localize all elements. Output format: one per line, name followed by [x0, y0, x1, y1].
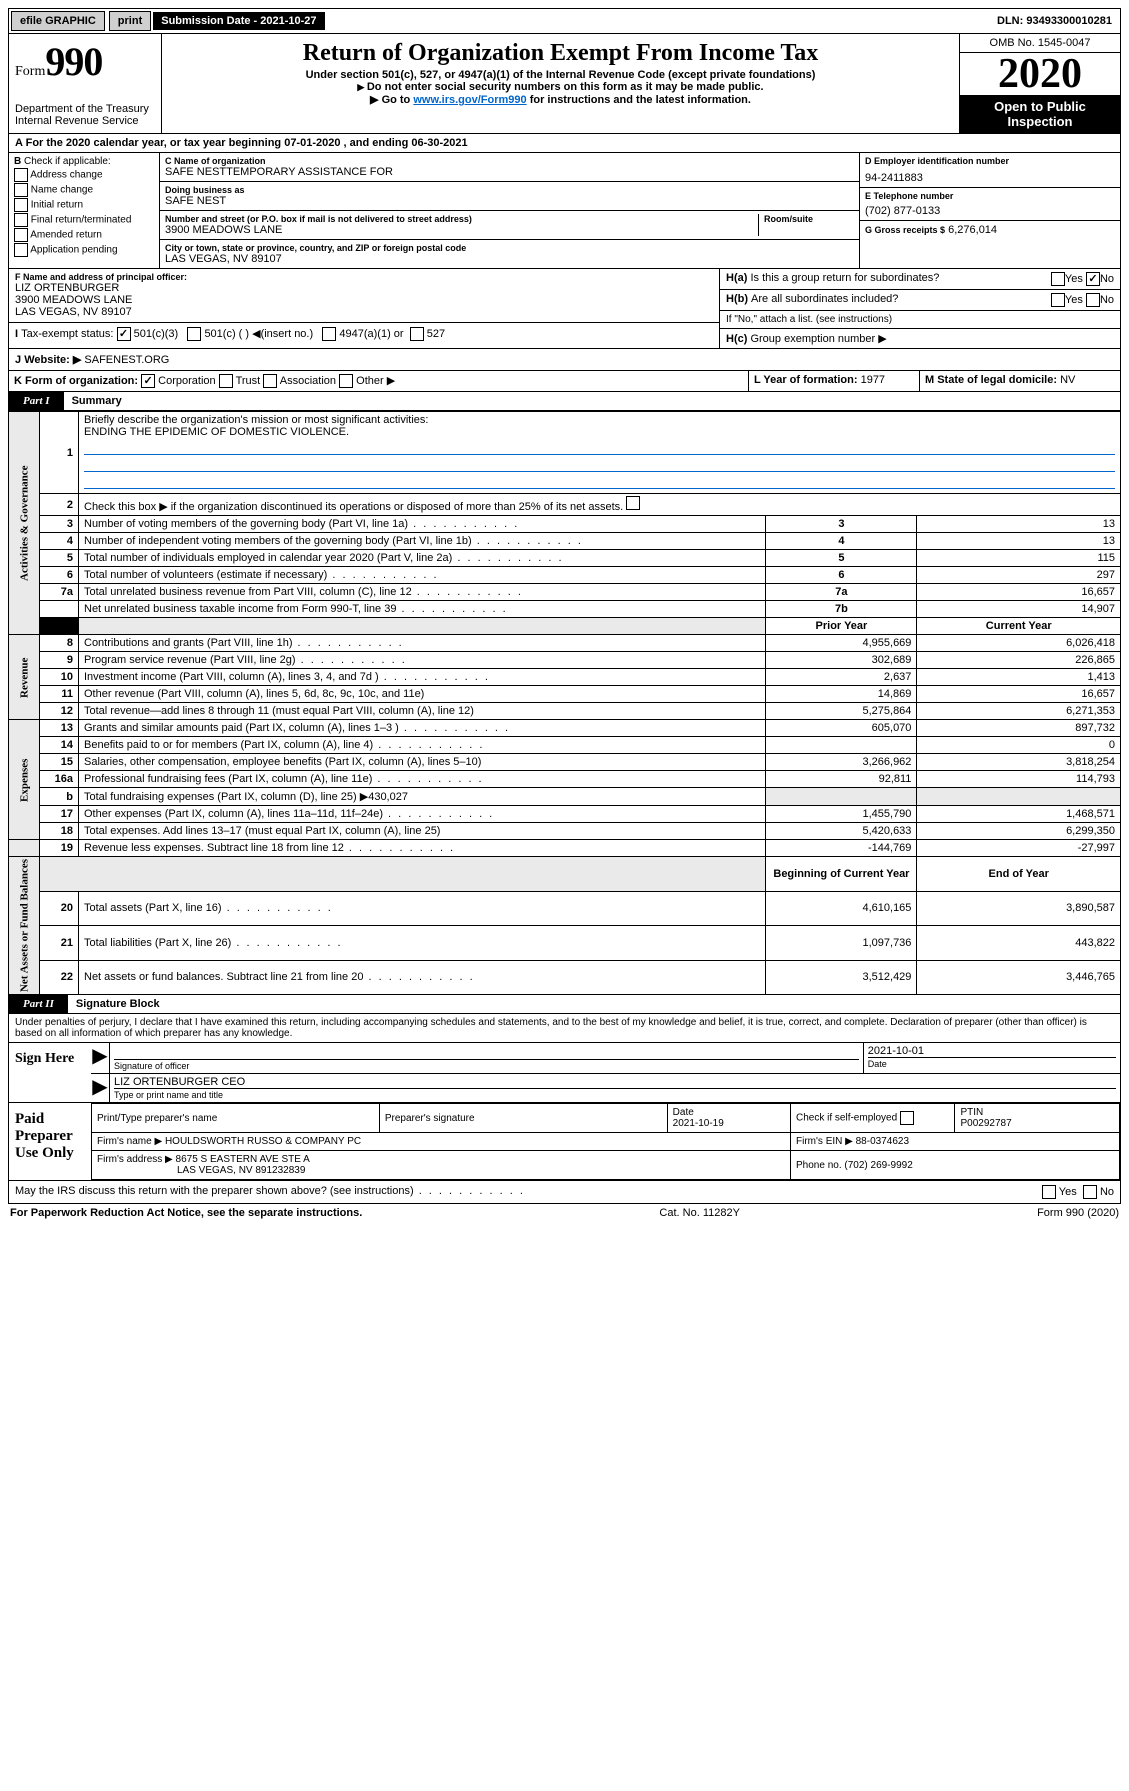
chk-final-return[interactable]	[14, 213, 28, 227]
arrow-icon: ▶	[91, 1043, 109, 1073]
prep-date: 2021-10-19	[673, 1118, 724, 1129]
sig-date: 2021-10-01	[868, 1045, 1116, 1057]
form-title: Return of Organization Exempt From Incom…	[168, 40, 953, 67]
chk-501c-other[interactable]	[187, 327, 201, 341]
mission-text: ENDING THE EPIDEMIC OF DOMESTIC VIOLENCE…	[84, 426, 349, 438]
chk-assoc[interactable]	[263, 374, 277, 388]
irs-link[interactable]: www.irs.gov/Form990	[413, 94, 526, 106]
part2-header: Part II Signature Block	[8, 995, 1121, 1014]
officer-print-name: LIZ ORTENBURGER CEO	[114, 1076, 1116, 1088]
chk-initial-return[interactable]	[14, 198, 28, 212]
firm-name: HOULDSWORTH RUSSO & COMPANY PC	[165, 1136, 361, 1147]
org-name: SAFE NESTTEMPORARY ASSISTANCE FOR	[165, 166, 854, 178]
part1-header: Part I Summary	[8, 392, 1121, 411]
chk-corp[interactable]	[141, 374, 155, 388]
website-value: SAFENEST.ORG	[84, 354, 169, 366]
city-state-zip: LAS VEGAS, NV 89107	[165, 253, 854, 265]
phone-label: E Telephone number	[865, 191, 1115, 201]
year-formation: 1977	[861, 374, 885, 386]
fh-block: F Name and address of principal officer:…	[8, 269, 1121, 349]
chk-hb-no[interactable]	[1086, 293, 1100, 307]
firm-ein: 88-0374623	[856, 1136, 909, 1147]
website-row: J Website: ▶ SAFENEST.ORG	[8, 349, 1121, 371]
signature-block: Under penalties of perjury, I declare th…	[8, 1014, 1121, 1204]
val-5: 115	[917, 550, 1121, 567]
officer-name: LIZ ORTENBURGER	[15, 282, 713, 294]
print-button[interactable]: print	[109, 11, 151, 31]
header-sub1: Under section 501(c), 527, or 4947(a)(1)…	[168, 69, 953, 81]
gross-receipts: 6,276,014	[948, 224, 997, 236]
chk-other[interactable]	[339, 374, 353, 388]
section-net: Net Assets or Fund Balances	[9, 857, 40, 995]
form-number: Form990	[15, 38, 155, 85]
p8: 4,955,669	[766, 635, 917, 652]
firm-addr1: 8675 S EASTERN AVE STE A	[176, 1154, 310, 1165]
ein-value: 94-2411883	[865, 172, 1115, 184]
efile-button[interactable]: efile GRAPHIC	[11, 11, 105, 31]
paid-preparer-label: Paid Preparer Use Only	[9, 1103, 91, 1180]
header-sub2: Do not enter social security numbers on …	[168, 81, 953, 93]
box-de: D Employer identification number 94-2411…	[860, 153, 1120, 268]
phone-value: (702) 877-0133	[865, 205, 1115, 217]
chk-amended[interactable]	[14, 228, 28, 242]
firm-addr2: LAS VEGAS, NV 891232839	[177, 1165, 305, 1176]
val-6: 297	[917, 567, 1121, 584]
officer-addr2: LAS VEGAS, NV 89107	[15, 306, 713, 318]
klm-row: K Form of organization: Corporation Trus…	[8, 371, 1121, 392]
perjury-declaration: Under penalties of perjury, I declare th…	[9, 1014, 1120, 1042]
chk-address-change[interactable]	[14, 168, 28, 182]
chk-discuss-yes[interactable]	[1042, 1185, 1056, 1199]
val-7a: 16,657	[917, 584, 1121, 601]
sign-here-label: Sign Here	[9, 1043, 91, 1102]
c8: 6,026,418	[917, 635, 1121, 652]
officer-addr1: 3900 MEADOWS LANE	[15, 294, 713, 306]
chk-name-change[interactable]	[14, 183, 28, 197]
section-revenue: Revenue	[9, 635, 40, 720]
header-sub3: ▶ Go to www.irs.gov/Form990 for instruct…	[168, 93, 953, 106]
chk-ha-no[interactable]	[1086, 272, 1100, 286]
state-domicile: NV	[1060, 374, 1075, 386]
open-public-badge: Open to Public Inspection	[960, 95, 1120, 133]
chk-4947[interactable]	[322, 327, 336, 341]
tax-year: 2020	[960, 53, 1120, 95]
page-footer: For Paperwork Reduction Act Notice, see …	[8, 1204, 1121, 1222]
chk-self-employed[interactable]	[900, 1111, 914, 1125]
submission-date: Submission Date - 2021-10-27	[153, 12, 324, 30]
box-b: B Check if applicable: Address change Na…	[9, 153, 160, 268]
preparer-table: Print/Type preparer's name Preparer's si…	[91, 1103, 1120, 1180]
box-c: C Name of organization SAFE NESTTEMPORAR…	[160, 153, 860, 268]
ein-label: D Employer identification number	[865, 156, 1115, 166]
chk-hb-yes[interactable]	[1051, 293, 1065, 307]
dba-name: SAFE NEST	[165, 195, 854, 207]
org-info-block: B Check if applicable: Address change Na…	[8, 153, 1121, 269]
chk-501c3[interactable]	[117, 327, 131, 341]
dept-irs: Internal Revenue Service	[15, 115, 155, 127]
tax-period: A For the 2020 calendar year, or tax yea…	[8, 134, 1121, 153]
chk-application-pending[interactable]	[14, 243, 28, 257]
chk-discuss-no[interactable]	[1083, 1185, 1097, 1199]
chk-trust[interactable]	[219, 374, 233, 388]
street-address: 3900 MEADOWS LANE	[165, 224, 753, 236]
val-3: 13	[917, 516, 1121, 533]
chk-527[interactable]	[410, 327, 424, 341]
form-header: Form990 Department of the Treasury Inter…	[8, 34, 1121, 134]
ptin: P00292787	[960, 1118, 1011, 1129]
dept-treasury: Department of the Treasury	[15, 103, 155, 115]
arrow-icon: ▶	[91, 1074, 109, 1102]
section-expenses: Expenses	[9, 720, 40, 840]
chk-ha-yes[interactable]	[1051, 272, 1065, 286]
section-governance: Activities & Governance	[9, 412, 40, 635]
chk-discontinued[interactable]	[626, 496, 640, 510]
dln-label: DLN: 93493300010281	[989, 12, 1120, 30]
firm-phone: (702) 269-9992	[844, 1160, 912, 1171]
top-bar: efile GRAPHIC print Submission Date - 20…	[8, 8, 1121, 34]
val-7b: 14,907	[917, 601, 1121, 618]
summary-table: Activities & Governance 1 Briefly descri…	[8, 411, 1121, 995]
val-4: 13	[917, 533, 1121, 550]
